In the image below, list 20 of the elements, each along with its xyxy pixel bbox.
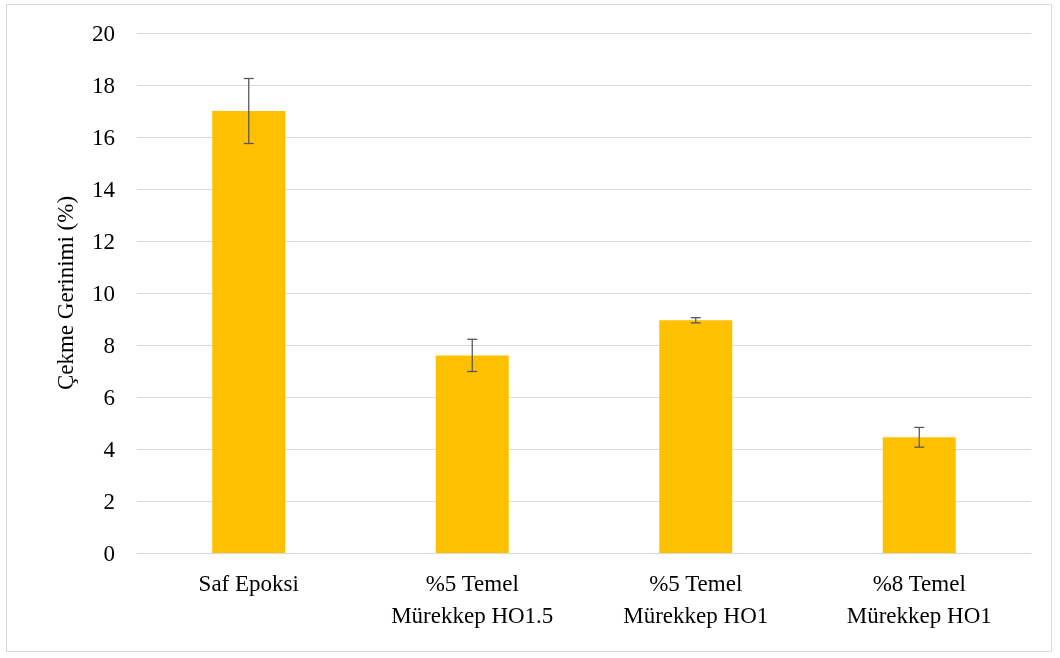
- bar: [659, 320, 733, 553]
- y-tick-label: 12: [92, 228, 115, 254]
- y-tick-label: 20: [92, 20, 115, 46]
- y-tick-label: 2: [103, 488, 115, 514]
- y-tick-label: 0: [103, 540, 115, 566]
- y-tick-label: 14: [92, 176, 116, 202]
- y-axis-title: Çekme Gerinimi (%): [53, 195, 78, 391]
- y-tick-label: 8: [103, 332, 115, 358]
- y-tick-label: 18: [92, 72, 115, 98]
- x-tick-label: %8 Temel Mürekkep HO1: [846, 570, 992, 628]
- bar: [882, 437, 956, 553]
- y-tick-label: 10: [92, 280, 115, 306]
- bar: [435, 355, 509, 553]
- y-tick-label: 16: [92, 124, 115, 150]
- x-tick-label: %5 Temel Mürekkep HO1: [623, 570, 769, 628]
- x-tick-label: Saf Epoksi: [198, 570, 299, 596]
- y-tick-label: 4: [103, 436, 116, 462]
- bar: [212, 111, 286, 553]
- x-tick-label: %5 Temel Mürekkep HO1.5: [391, 570, 554, 628]
- y-tick-label: 6: [103, 384, 115, 410]
